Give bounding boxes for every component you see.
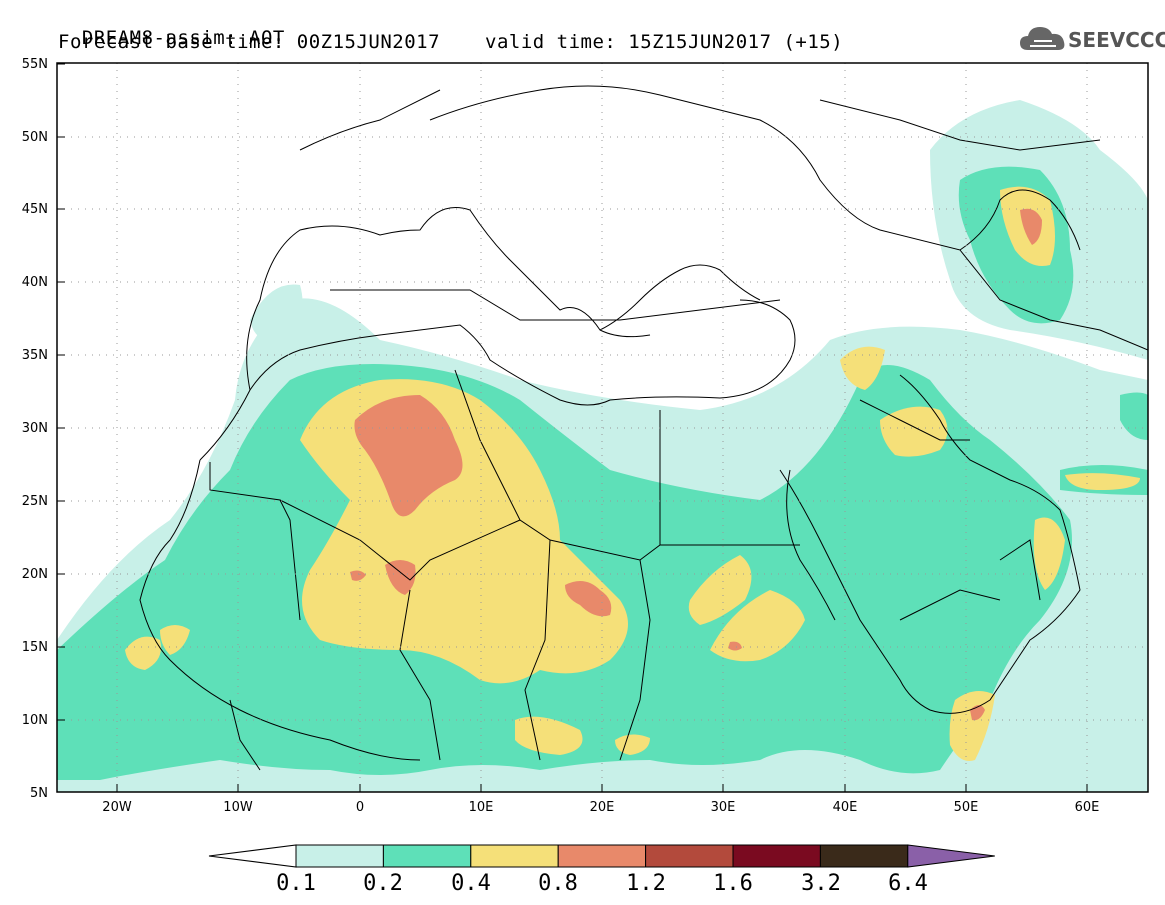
lon-tick-labels: 20W 10W 0 10E 20E 30E 40E 50E 60E xyxy=(102,800,1099,815)
lat-label-15n: 15N xyxy=(22,640,48,655)
graticule xyxy=(57,63,1148,792)
colorbar-labels: 0.1 0.2 0.4 0.8 1.2 1.6 3.2 6.4 xyxy=(276,871,928,896)
map-title: DREAM8-assim: AOT xyxy=(58,8,285,48)
title-line1: DREAM8-assim: AOT xyxy=(81,27,285,49)
lon-label-10e: 10E xyxy=(469,800,494,815)
colorbar-label-1.6: 1.6 xyxy=(713,871,753,896)
seevccc-logo: SEEVCCC xyxy=(1018,22,1165,58)
colorbar-label-0.1: 0.1 xyxy=(276,871,316,896)
lat-label-55n: 55N xyxy=(22,57,48,72)
lat-label-30n: 30N xyxy=(22,421,48,436)
lon-label-0: 0 xyxy=(356,800,364,815)
map-subtitle: Forecast base time: 00Z15JUN2017 valid t… xyxy=(58,32,843,92)
colorbar-label-0.8: 0.8 xyxy=(538,871,578,896)
lat-label-50n: 50N xyxy=(22,130,48,145)
lat-label-25n: 25N xyxy=(22,494,48,509)
cloud-icon xyxy=(1020,27,1065,50)
aot-level-0.8 xyxy=(350,208,1042,721)
lon-label-20w: 20W xyxy=(102,800,132,815)
lon-label-10w: 10W xyxy=(223,800,253,815)
lat-label-40n: 40N xyxy=(22,275,48,290)
lat-tick-labels: 5N 10N 15N 20N 25N 30N 35N 40N 45N 50N 5… xyxy=(22,57,48,801)
lat-ticks xyxy=(57,63,65,793)
colorbar-label-0.2: 0.2 xyxy=(363,871,403,896)
lat-label-5n: 5N xyxy=(30,786,48,801)
aot-map: 5N 10N 15N 20N 25N 30N 35N 40N 45N 50N 5… xyxy=(22,57,1149,815)
lon-label-20e: 20E xyxy=(590,800,615,815)
lat-label-20n: 20N xyxy=(22,567,48,582)
lon-label-40e: 40E xyxy=(833,800,858,815)
valid-time: valid time: 15Z15JUN2017 (+15) xyxy=(485,31,844,53)
lon-label-60e: 60E xyxy=(1075,800,1100,815)
lat-label-10n: 10N xyxy=(22,713,48,728)
colorbar-label-3.2: 3.2 xyxy=(801,871,841,896)
coastlines-borders xyxy=(139,85,1148,771)
colorbar-label-6.4: 6.4 xyxy=(888,871,928,896)
colorbar-label-1.2: 1.2 xyxy=(626,871,666,896)
lat-label-45n: 45N xyxy=(22,202,48,217)
aot-fields xyxy=(57,100,1148,792)
lon-ticks xyxy=(116,784,1088,792)
lat-label-35n: 35N xyxy=(22,348,48,363)
lon-label-50e: 50E xyxy=(954,800,979,815)
forecast-base-time: Forecast base time: 00Z15JUN2017 xyxy=(58,31,441,53)
logo-text: SEEVCCC xyxy=(1068,28,1165,52)
lon-label-30e: 30E xyxy=(711,800,736,815)
colorbar-label-0.4: 0.4 xyxy=(451,871,491,896)
